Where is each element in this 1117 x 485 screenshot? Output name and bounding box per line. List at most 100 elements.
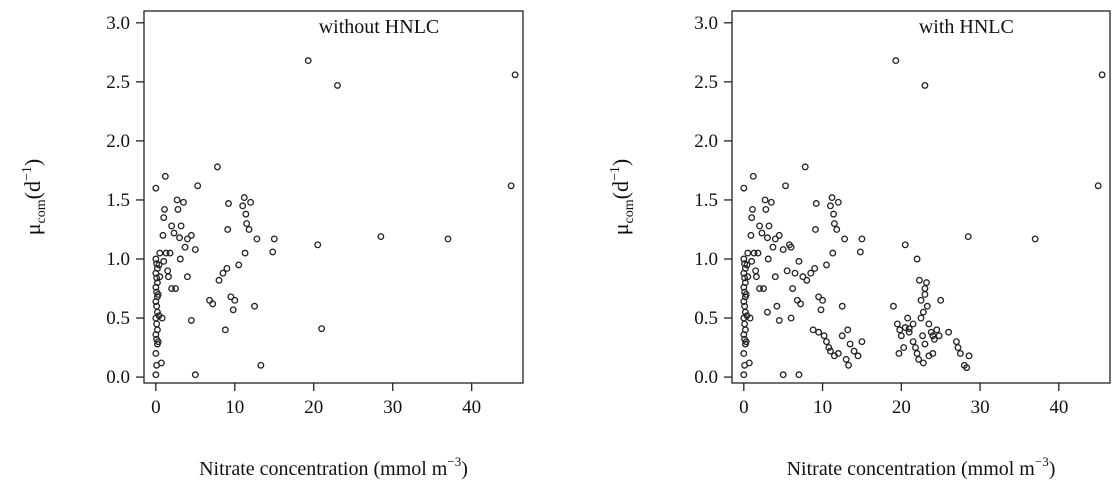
data-point — [954, 344, 962, 352]
data-point — [221, 326, 229, 334]
data-point — [765, 222, 773, 230]
data-point — [223, 264, 231, 272]
data-point — [749, 172, 757, 180]
data-point — [742, 290, 750, 298]
y-axis-title-main: μ — [608, 223, 633, 235]
data-point — [820, 332, 828, 340]
data-point — [176, 255, 184, 263]
data-point — [842, 355, 850, 363]
data-point — [915, 355, 923, 363]
data-point — [153, 320, 161, 328]
data-point — [892, 57, 900, 65]
data-point — [245, 226, 253, 233]
data-point — [239, 202, 247, 210]
y-axis-title-sub: com — [34, 199, 49, 223]
data-point — [215, 276, 223, 284]
data-point — [740, 184, 748, 192]
y-axis-title-unit-close: ) — [608, 159, 633, 166]
data-point — [795, 257, 803, 265]
data-point — [304, 57, 312, 65]
data-point — [152, 371, 160, 379]
data-point — [156, 273, 164, 281]
data-point — [952, 338, 960, 346]
data-point — [819, 296, 827, 304]
data-point — [783, 267, 791, 275]
data-point — [799, 273, 807, 281]
data-point — [830, 220, 838, 228]
data-point — [219, 269, 227, 277]
data-point — [752, 267, 760, 275]
data-point — [153, 274, 161, 282]
y-axis-title-unit-sup: −1 — [608, 166, 623, 181]
data-point — [170, 229, 178, 237]
data-point — [177, 222, 185, 230]
data-point — [828, 194, 836, 202]
y-tick-label: 0.0 — [694, 367, 718, 388]
y-tick-label: 0.5 — [694, 308, 718, 329]
x-axis-title-sup: −3 — [1035, 454, 1049, 469]
x-axis-title-main: Nitrate concentration (mmol m — [199, 458, 448, 480]
data-point — [164, 267, 172, 275]
data-point — [812, 226, 819, 233]
x-axis-title-post: ) — [1049, 458, 1056, 480]
data-point — [779, 371, 787, 379]
data-point — [269, 248, 277, 256]
data-point — [157, 359, 165, 367]
data-point — [769, 243, 777, 251]
data-point — [741, 274, 749, 282]
data-point — [789, 285, 797, 292]
panel-with-hnlc: 0.0 0.5 1.0 1.5 2.0 2.5 3.0 0 10 20 30 40 with HNLC N… — [608, 10, 1111, 480]
data-point — [209, 300, 217, 308]
data-point — [748, 257, 756, 265]
data-point — [909, 320, 917, 328]
data-point — [904, 314, 912, 322]
data-point — [511, 71, 519, 79]
data-point — [152, 184, 160, 192]
data-point — [927, 328, 935, 336]
data-point — [834, 350, 842, 357]
plot-frame — [731, 10, 1111, 384]
data-point — [779, 246, 787, 254]
x-tick-label: 30 — [383, 397, 402, 418]
data-point — [921, 285, 929, 292]
data-point — [771, 273, 779, 281]
data-point — [917, 296, 925, 304]
data-point — [919, 359, 927, 367]
data-point — [915, 276, 923, 284]
data-point — [825, 344, 833, 352]
data-point — [270, 235, 278, 243]
y-tick-label: 0.5 — [106, 308, 130, 329]
data-point — [168, 222, 176, 230]
data-point — [168, 285, 176, 292]
data-point — [921, 81, 929, 89]
data-point — [243, 220, 251, 228]
data-point — [787, 314, 795, 322]
panel-title: without HNLC — [319, 16, 440, 38]
data-point — [166, 249, 174, 257]
data-point — [152, 350, 160, 357]
data-point — [930, 335, 938, 343]
data-point — [838, 332, 846, 340]
data-point — [156, 249, 164, 257]
data-point — [900, 344, 908, 352]
data-point — [162, 249, 170, 257]
data-point — [829, 249, 837, 257]
data-point — [917, 314, 925, 322]
data-point — [826, 347, 834, 355]
data-point — [752, 273, 760, 281]
data-point — [921, 340, 929, 348]
data-point — [761, 196, 769, 204]
data-point — [314, 241, 322, 249]
data-point — [767, 198, 775, 206]
data-point — [797, 300, 804, 308]
data-point — [956, 350, 964, 357]
data-point — [845, 361, 852, 369]
data-point — [812, 200, 820, 207]
data-point — [191, 371, 199, 379]
data-point — [823, 338, 830, 346]
data-point — [901, 324, 909, 331]
data-point — [811, 264, 819, 272]
data-point — [747, 231, 755, 239]
y-tick-label: 2.5 — [694, 72, 718, 93]
data-point — [762, 205, 770, 213]
